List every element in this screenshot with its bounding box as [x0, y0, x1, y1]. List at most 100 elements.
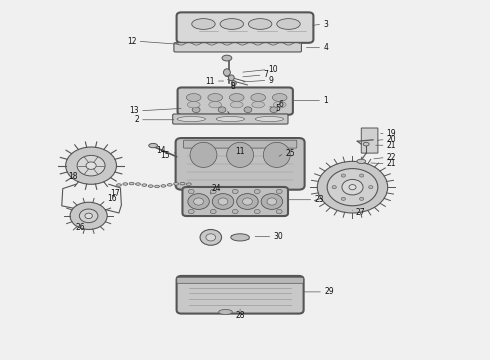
- Circle shape: [276, 210, 282, 214]
- FancyBboxPatch shape: [172, 114, 288, 124]
- Ellipse shape: [190, 142, 217, 167]
- Circle shape: [232, 210, 238, 214]
- Ellipse shape: [272, 94, 287, 102]
- Circle shape: [360, 174, 364, 177]
- Text: 6: 6: [278, 100, 283, 109]
- Text: 10: 10: [269, 65, 278, 74]
- Ellipse shape: [167, 184, 172, 186]
- Circle shape: [192, 107, 200, 113]
- Circle shape: [327, 168, 378, 206]
- Ellipse shape: [173, 183, 178, 185]
- Circle shape: [318, 161, 388, 213]
- Circle shape: [77, 156, 105, 176]
- Text: 24: 24: [212, 184, 221, 193]
- Ellipse shape: [231, 234, 249, 241]
- FancyBboxPatch shape: [177, 278, 303, 283]
- FancyBboxPatch shape: [176, 276, 304, 314]
- Circle shape: [332, 186, 336, 189]
- Circle shape: [360, 197, 364, 201]
- Circle shape: [200, 229, 221, 245]
- Text: 21: 21: [387, 141, 396, 150]
- Text: 27: 27: [356, 208, 366, 217]
- Text: 21: 21: [387, 159, 396, 168]
- Text: 17: 17: [110, 189, 120, 198]
- Circle shape: [261, 194, 283, 210]
- Circle shape: [79, 209, 98, 223]
- FancyBboxPatch shape: [174, 42, 301, 52]
- Text: 5: 5: [275, 104, 280, 113]
- Circle shape: [254, 189, 260, 194]
- Circle shape: [194, 198, 203, 205]
- Text: 16: 16: [107, 194, 117, 203]
- Text: 22: 22: [387, 153, 396, 162]
- Circle shape: [341, 174, 345, 177]
- Ellipse shape: [216, 117, 245, 122]
- Ellipse shape: [186, 183, 191, 185]
- Ellipse shape: [148, 185, 153, 187]
- FancyBboxPatch shape: [182, 187, 288, 216]
- Ellipse shape: [222, 55, 232, 61]
- Circle shape: [86, 162, 96, 170]
- Circle shape: [70, 202, 107, 229]
- FancyBboxPatch shape: [183, 140, 297, 148]
- Ellipse shape: [209, 102, 221, 108]
- Circle shape: [342, 179, 363, 195]
- Circle shape: [267, 198, 277, 205]
- Circle shape: [232, 189, 238, 194]
- Text: 18: 18: [69, 172, 78, 181]
- Ellipse shape: [227, 142, 253, 167]
- FancyBboxPatch shape: [177, 87, 293, 115]
- Text: 14: 14: [156, 146, 166, 155]
- Ellipse shape: [255, 117, 284, 122]
- Ellipse shape: [123, 183, 128, 185]
- Text: 2: 2: [134, 115, 139, 124]
- Text: 4: 4: [323, 43, 328, 52]
- Circle shape: [341, 197, 345, 201]
- Ellipse shape: [117, 184, 122, 186]
- Text: 25: 25: [285, 149, 294, 158]
- Ellipse shape: [155, 185, 159, 188]
- Text: 15: 15: [160, 151, 170, 160]
- Text: 11: 11: [235, 147, 245, 156]
- Circle shape: [237, 194, 258, 210]
- Text: 8: 8: [230, 82, 235, 91]
- Ellipse shape: [220, 19, 244, 30]
- Ellipse shape: [363, 142, 369, 146]
- Text: 1: 1: [323, 96, 328, 105]
- FancyBboxPatch shape: [361, 128, 378, 153]
- Ellipse shape: [180, 183, 185, 185]
- Circle shape: [210, 210, 216, 214]
- Text: 23: 23: [315, 195, 324, 204]
- Circle shape: [368, 186, 373, 189]
- Circle shape: [210, 189, 216, 194]
- Text: 26: 26: [75, 223, 85, 232]
- Text: 28: 28: [235, 311, 245, 320]
- Ellipse shape: [192, 19, 215, 30]
- Text: 3: 3: [323, 19, 328, 28]
- Text: 7: 7: [264, 71, 269, 80]
- Circle shape: [254, 210, 260, 214]
- FancyBboxPatch shape: [176, 12, 314, 43]
- Circle shape: [276, 189, 282, 194]
- Ellipse shape: [229, 94, 244, 102]
- Ellipse shape: [161, 185, 166, 187]
- Ellipse shape: [251, 94, 266, 102]
- Ellipse shape: [177, 117, 205, 122]
- Text: 13: 13: [129, 106, 139, 115]
- Circle shape: [188, 189, 194, 194]
- Ellipse shape: [187, 102, 200, 108]
- Ellipse shape: [230, 102, 243, 108]
- Ellipse shape: [186, 94, 201, 102]
- Text: 9: 9: [269, 76, 273, 85]
- FancyBboxPatch shape: [175, 138, 305, 190]
- Circle shape: [243, 198, 252, 205]
- Ellipse shape: [231, 81, 236, 86]
- Circle shape: [206, 234, 216, 241]
- Ellipse shape: [136, 183, 141, 185]
- Circle shape: [188, 194, 209, 210]
- Ellipse shape: [149, 143, 158, 148]
- Ellipse shape: [248, 19, 272, 30]
- Ellipse shape: [129, 182, 134, 185]
- Text: 19: 19: [387, 129, 396, 138]
- Ellipse shape: [252, 102, 265, 108]
